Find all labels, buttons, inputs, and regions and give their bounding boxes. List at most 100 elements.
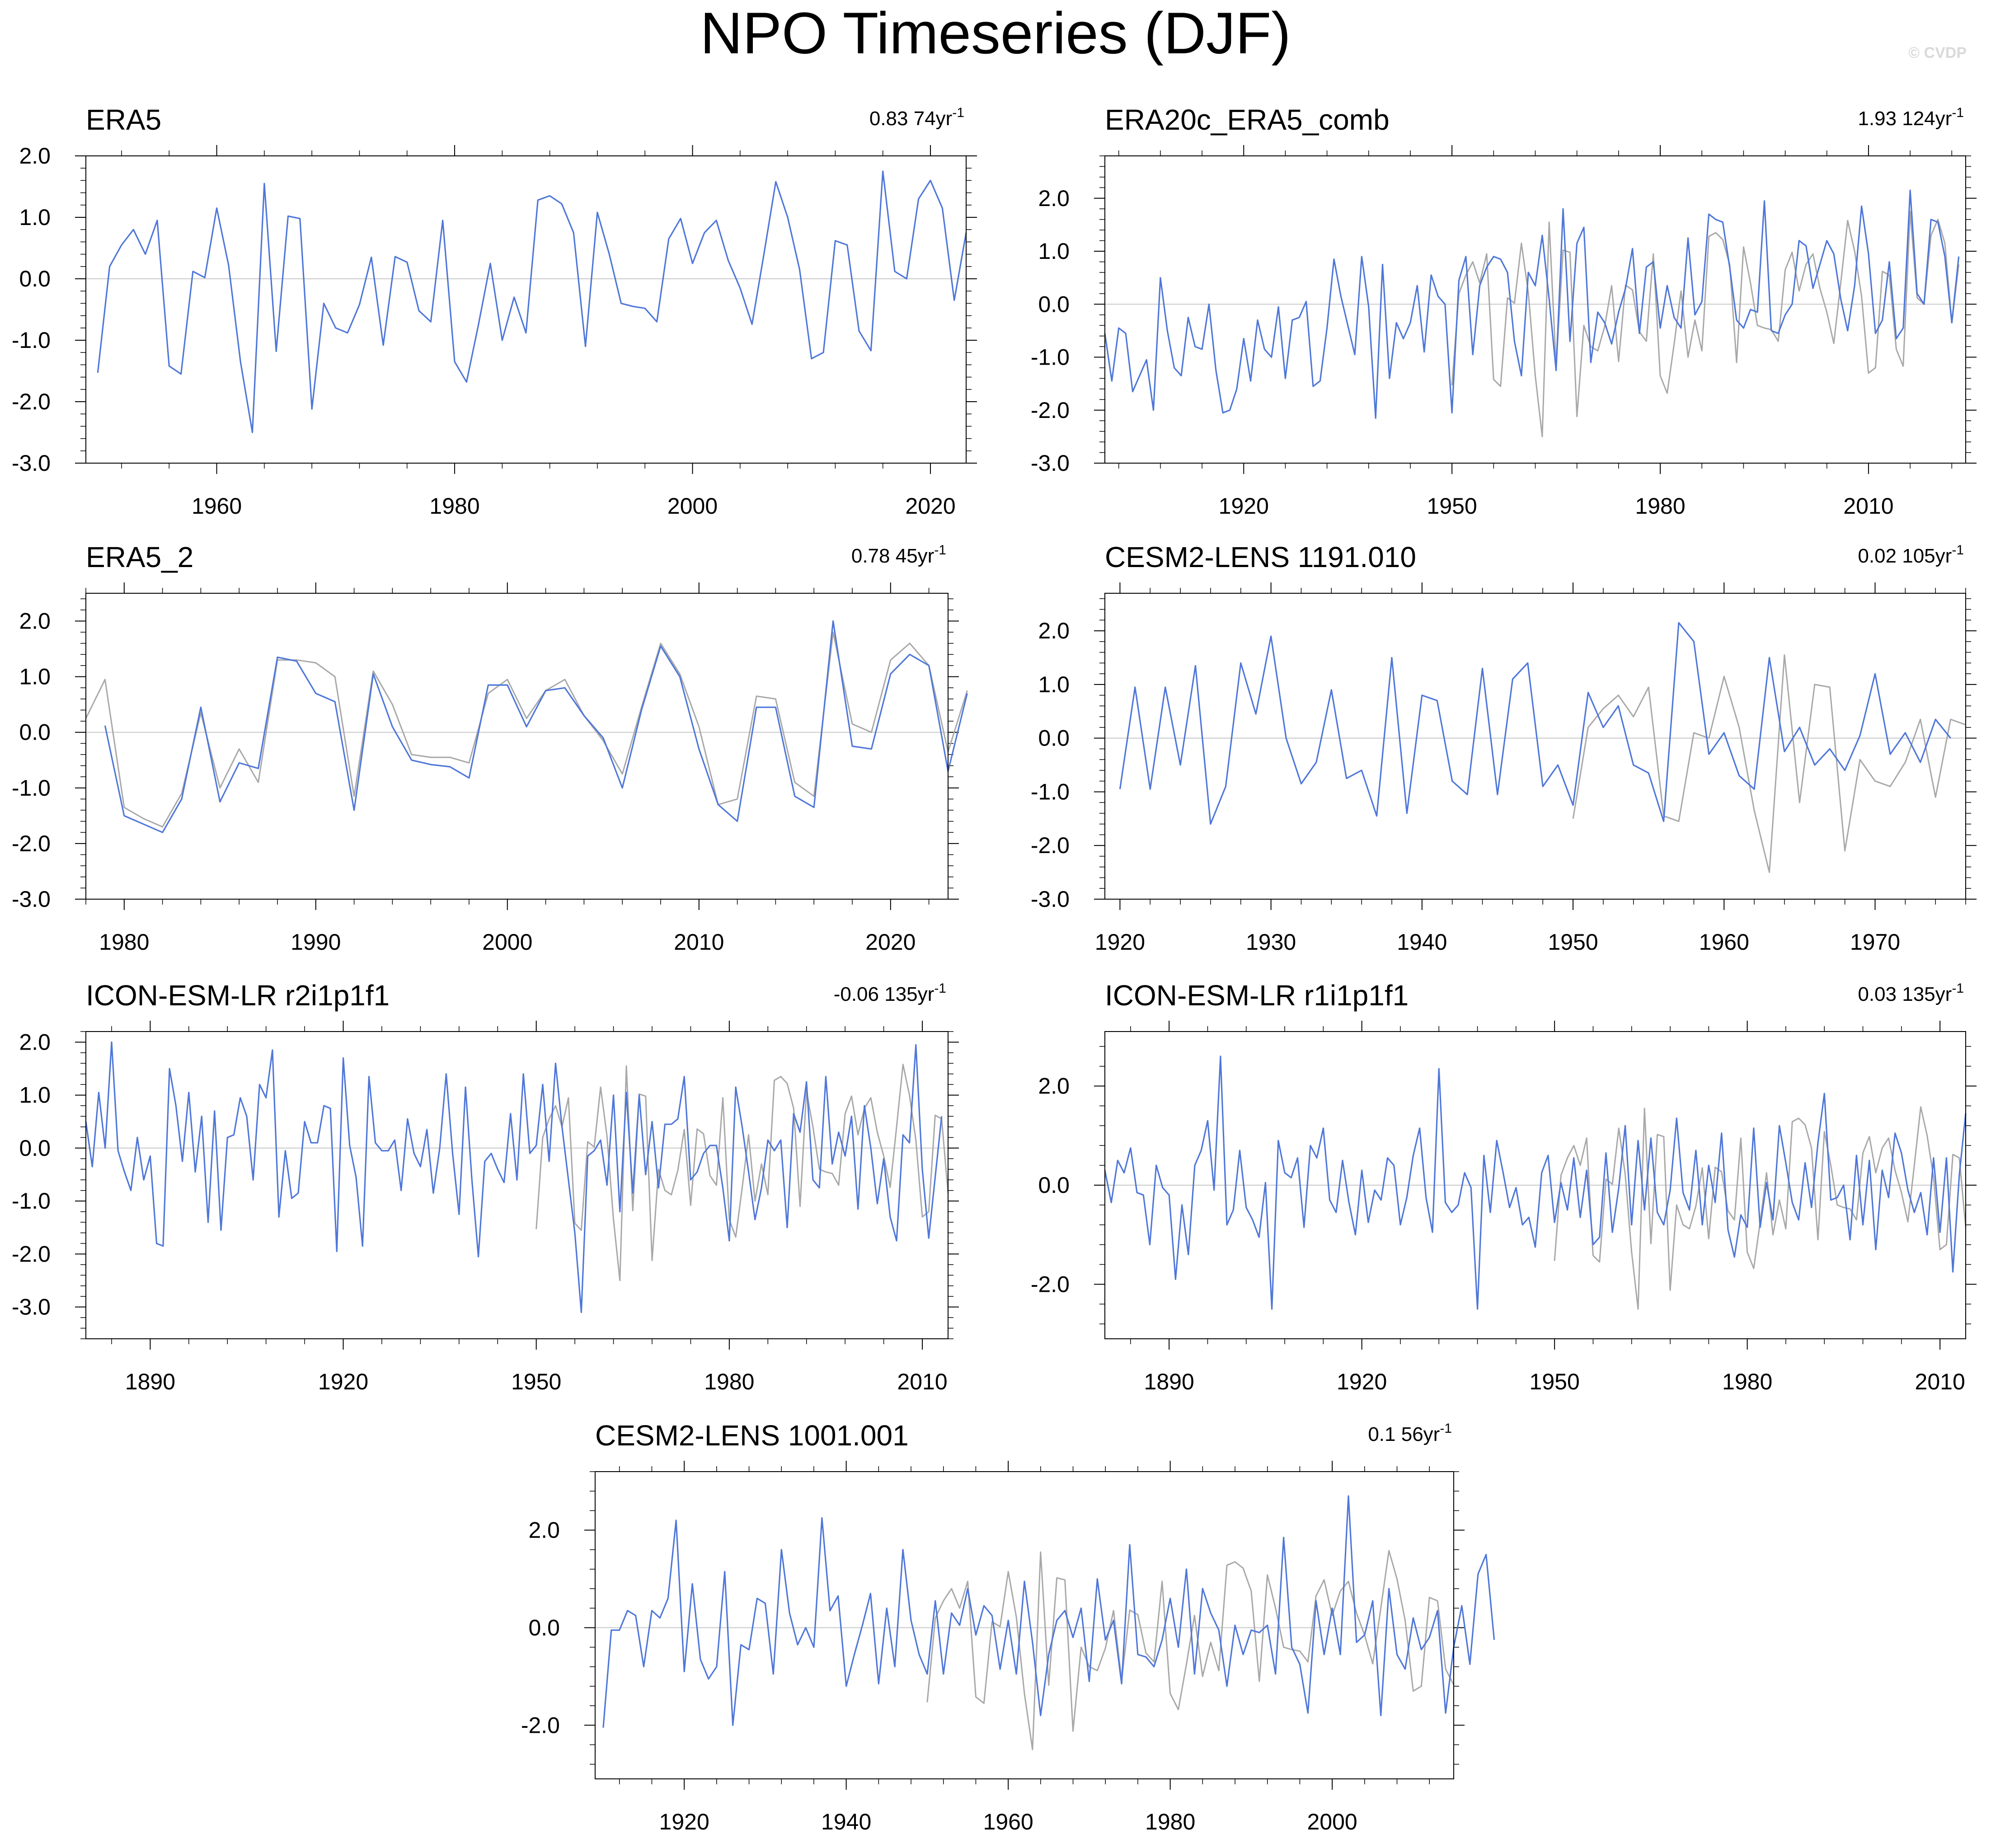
panel-stat-space [890,545,895,567]
panel-stat-space [1897,983,1902,1005]
x-tick-label: 1980 [704,1369,754,1394]
x-tick-label: 2020 [865,929,916,955]
y-tick-label: -2.0 [12,1241,51,1266]
x-tick-label: 1990 [291,929,341,955]
x-tick-label: 1980 [1635,493,1685,519]
y-tick-label: -3.0 [1031,450,1070,476]
y-tick-label: -2.0 [12,389,51,414]
series-line-era5-2-model [104,620,968,833]
x-tick-label: 1920 [659,1809,709,1834]
series-line-era5-reference [535,1064,949,1281]
y-tick-label: 1.0 [1038,672,1070,697]
x-tick-label: 1950 [1427,493,1477,519]
panel-trend-superscript: -1 [1952,105,1964,120]
series-line-icon-esm-lr-r2i1p1f1-model [85,1041,943,1313]
y-tick-label: 1.0 [1038,239,1070,264]
panel-trend-stat: 0.83 74yr-1 [869,105,964,130]
plot-frame [595,1471,1454,1779]
panel-stat-value: 0.83 [869,108,908,130]
series-line-cesm2-lens-1191-010-model [1119,622,1951,825]
x-tick-label: 1980 [1722,1369,1772,1394]
y-tick-label: 1.0 [19,1083,51,1108]
panel-stat-value: 0.78 [851,545,890,567]
x-tick-label: 2020 [905,493,955,519]
y-tick-label: -2.0 [1031,398,1070,423]
panel-trend-stat: -0.06 135yr-1 [834,981,946,1005]
plot-frame [85,593,949,900]
chart-panel-era20c-era5-comb: ERA20c_ERA5_comb 1.93 124yr-1 -3.0 -2.0 -1.0… [1031,103,1977,519]
panel-stat-space [1897,108,1902,130]
plot-frame [85,155,967,464]
series-line-cesm2-lens-1001-001-model [602,1495,1495,1728]
panel-trend-unit: 74yr [914,108,953,130]
y-tick-label: 0.0 [1038,291,1070,317]
panel-trend-superscript: -1 [934,543,946,558]
plot-frame [1104,593,1966,900]
y-tick-label: 2.0 [1038,186,1070,211]
y-tick-label: 1.0 [19,664,51,689]
y-tick-label: 0.0 [1038,1173,1070,1198]
y-tick-label: 0.0 [1038,726,1070,751]
panel-trend-unit: 124yr [1902,108,1952,130]
y-tick-label: -1.0 [12,1188,51,1214]
panel-trend-stat: 0.78 45yr-1 [851,543,946,567]
panel-title: ERA5_2 [86,541,193,573]
panel-stat-space [908,108,913,130]
y-tick-label: -3.0 [12,450,51,476]
chart-panel-icon-esm-lr-r1i1p1f1: ICON-ESM-LR r1i1p1f1 0.03 135yr-1 -2.0 0.0 2… [1031,979,1977,1394]
x-tick-label: 1940 [1397,929,1447,955]
x-tick-label: 2000 [667,493,718,519]
y-tick-label: -2.0 [521,1712,560,1738]
chart-panel-cesm2-lens-1191-010: CESM2-LENS 1191.010 0.02 105yr-1 -3.0 -2.0 -… [1031,541,1977,955]
y-tick-label: 2.0 [1038,1074,1070,1099]
panel-trend-unit: 45yr [896,545,934,567]
x-tick-label: 1960 [1699,929,1749,955]
panel-trend-stat: 0.1 56yr-1 [1368,1421,1452,1445]
panel-trend-stat: 1.93 124yr-1 [1858,105,1964,130]
x-tick-label: 2000 [482,929,532,955]
panel-stat-value: 0.03 [1858,983,1897,1005]
panel-trend-stat: 0.02 105yr-1 [1858,543,1964,567]
y-tick-label: 2.0 [528,1518,560,1543]
y-tick-label: 2.0 [19,609,51,634]
chart-panel-cesm2-lens-1001-001: CESM2-LENS 1001.001 0.1 56yr-1 -2.0 0.0 2.0 1… [521,1419,1495,1834]
plot-frame [1104,155,1966,464]
y-tick-label: -1.0 [1031,779,1070,804]
panel-stat-value: -0.06 [834,983,879,1005]
panel-stat-value: 1.93 [1858,108,1897,130]
figure-title: NPO Timeseries (DJF) [700,0,1291,66]
y-tick-label: -2.0 [12,831,51,856]
y-tick-label: 2.0 [19,1029,51,1055]
panel-trend-superscript: -1 [952,105,964,120]
x-tick-label: 2010 [1843,493,1893,519]
plot-frame [85,1031,949,1339]
x-tick-label: 1980 [1145,1809,1195,1834]
panel-stat-value: 0.02 [1858,545,1897,567]
x-tick-label: 1950 [1530,1369,1580,1394]
series-line-era5-reference [1451,211,1960,437]
y-tick-label: 1.0 [19,205,51,230]
x-tick-label: 1960 [983,1809,1033,1834]
x-tick-label: 2010 [674,929,724,955]
y-tick-label: -3.0 [1031,886,1070,912]
y-tick-label: -2.0 [1031,1271,1070,1297]
panel-stat-space [1897,545,1902,567]
x-tick-label: 1890 [1144,1369,1194,1394]
chart-panels: ERA5 0.83 74yr-1-3.0-2.0-1.00.01.02.01960… [12,103,1977,1834]
plot-frame [1104,1031,1966,1339]
y-tick-label: 0.0 [19,720,51,745]
panel-trend-superscript: -1 [1952,543,1964,558]
panel-trend-stat: 0.03 135yr-1 [1858,981,1964,1005]
panel-title: CESM2-LENS 1191.010 [1105,541,1416,573]
panel-trend-unit: 105yr [1902,545,1952,567]
y-tick-label: 0.0 [528,1615,560,1640]
panel-trend-superscript: -1 [1440,1421,1452,1436]
x-tick-label: 2010 [897,1369,947,1394]
panel-title: ICON-ESM-LR r1i1p1f1 [1105,979,1409,1012]
chart-panel-era5: ERA5 0.83 74yr-1 -3.0 -2.0 -1.0 0.0 1.0 2.0 1960… [12,103,977,519]
x-tick-label: 1890 [125,1369,175,1394]
x-tick-label: 2000 [1307,1809,1357,1834]
x-tick-label: 1920 [1337,1369,1387,1394]
panel-trend-unit: 135yr [1902,983,1952,1005]
